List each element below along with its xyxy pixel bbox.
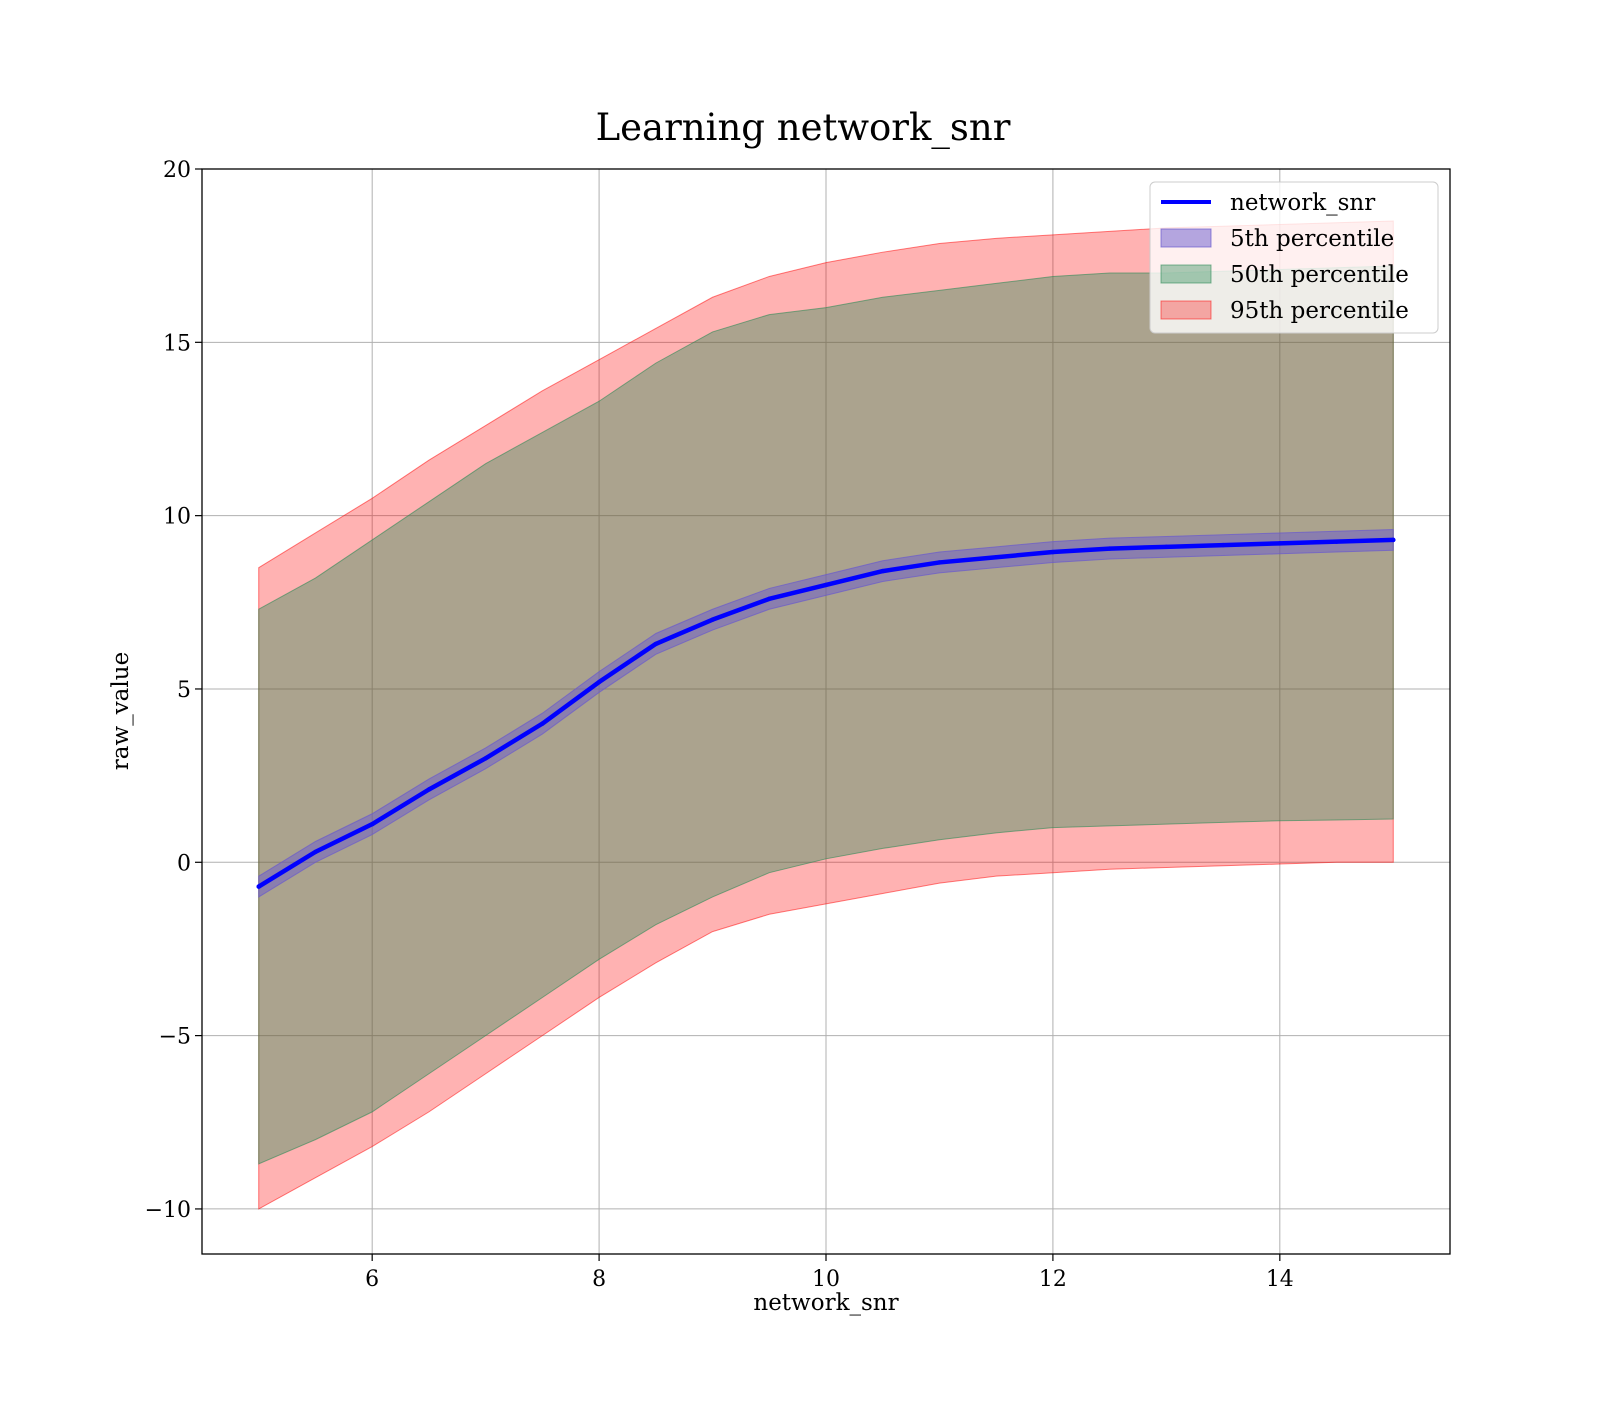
series-point	[1107, 546, 1112, 551]
band-layer	[258, 220, 1394, 1210]
series-point	[937, 560, 942, 565]
y-axis-label: raw_value	[108, 652, 134, 770]
legend-label-network-snr: network_snr	[1230, 190, 1375, 216]
series-point	[426, 787, 432, 792]
x-tick-label: 14	[1266, 1267, 1294, 1292]
y-tick-label: −5	[159, 1025, 191, 1050]
series-point	[710, 617, 715, 622]
legend-swatch-50th-percentile	[1160, 264, 1212, 284]
x-tick-label: 8	[592, 1267, 606, 1292]
y-tick-label: 20	[163, 158, 191, 183]
series-point	[653, 641, 659, 647]
y-tick-label: −10	[145, 1198, 191, 1223]
y-tick-label: 10	[163, 505, 191, 530]
series-point	[1277, 541, 1283, 546]
series-point	[1391, 537, 1396, 543]
x-tick-label: 10	[812, 1267, 840, 1292]
legend-swatch-5th-percentile	[1160, 228, 1212, 248]
series-point	[823, 582, 829, 588]
series-point	[256, 884, 261, 889]
legend-label-5th-percentile: 5th percentile	[1230, 226, 1394, 252]
legend-box	[1149, 181, 1439, 334]
band-5th-percentile	[258, 528, 1394, 898]
x-tick-label: 12	[1039, 1267, 1067, 1292]
chart-title: Learning network_snr	[596, 106, 1011, 150]
grid-layer	[202, 168, 1450, 1254]
x-axis-label: network_snr	[753, 1290, 898, 1316]
series-point	[767, 596, 772, 602]
legend-label-50th-percentile: 50th percentile	[1230, 262, 1409, 288]
series-point	[993, 555, 999, 560]
y-tick-label: 15	[163, 331, 191, 356]
legend: network_snr 5th percentile 50th percentile…	[1149, 181, 1439, 334]
series-point	[1334, 539, 1339, 544]
series-point	[1164, 544, 1169, 550]
band-50th-percentile	[258, 265, 1394, 1165]
legend-swatch-95th-percentile	[1160, 300, 1212, 320]
series-point	[540, 721, 545, 726]
legend-label-95th-percentile: 95th percentile	[1230, 298, 1409, 324]
series-point	[880, 568, 885, 574]
band-95th-percentile	[258, 220, 1394, 1210]
series-point	[313, 849, 318, 855]
series-point	[596, 679, 602, 685]
line-layer	[256, 537, 1396, 889]
tick-layer: 6 8 10 12 14 −10 −5 0 5 10 15 20	[145, 158, 1294, 1292]
series-point	[1050, 549, 1056, 555]
x-tick-label: 6	[365, 1267, 379, 1292]
series-point	[483, 756, 488, 761]
series-point	[1220, 542, 1226, 548]
y-tick-label: 0	[177, 851, 191, 876]
series-point	[369, 821, 375, 827]
y-tick-label: 5	[177, 678, 191, 703]
